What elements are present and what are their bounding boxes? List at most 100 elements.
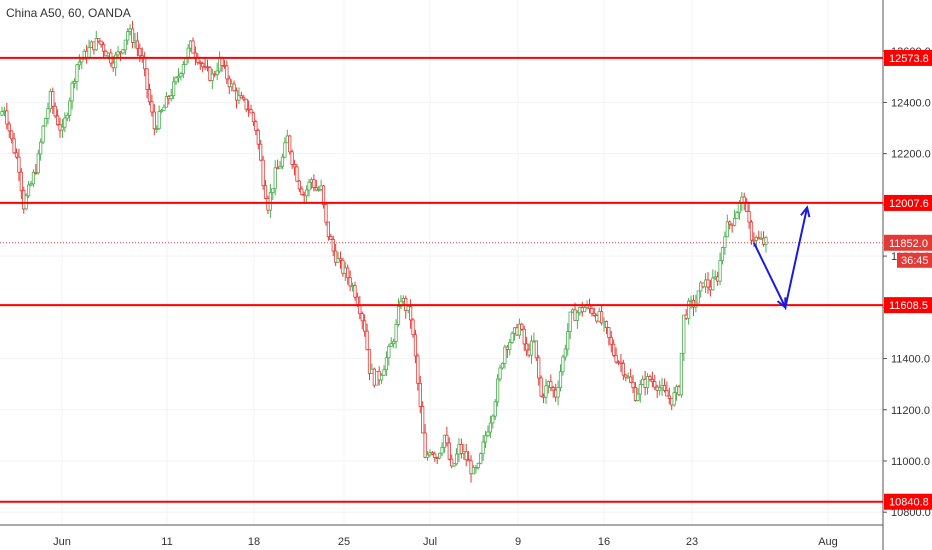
candle-body-down (263, 185, 268, 199)
candle-body-down (520, 323, 524, 330)
candle-body-down (413, 334, 418, 357)
candle-body-down (249, 109, 253, 114)
candle-body-down (256, 130, 260, 145)
candle-body-down (423, 432, 427, 458)
candle-body-down (205, 66, 210, 69)
candle-body-down (297, 180, 301, 190)
candle-body-down (430, 452, 434, 455)
candle-body-down (138, 47, 142, 57)
candle-body-down (259, 143, 263, 161)
level-label: 11608.5 (889, 300, 928, 312)
candle-body-up (305, 189, 309, 197)
candle-body-up (476, 462, 480, 468)
candle-body-up (672, 392, 676, 406)
candle-body-up (544, 385, 548, 398)
candle-body-down (609, 337, 613, 345)
y-tick-label: 11000.0 (891, 456, 930, 468)
candle-body-up (31, 171, 36, 185)
candle-body-down (607, 327, 611, 338)
candle-body-up (184, 58, 188, 66)
candle-body-up (645, 376, 650, 388)
candle-body-up (26, 184, 31, 197)
candle-body-up (687, 300, 691, 319)
chart-title: China A50, 60, OANDA (6, 6, 131, 20)
candle-body-up (121, 49, 125, 54)
candle-body-up (169, 95, 173, 100)
candle-body-down (612, 343, 616, 356)
candle-body-up (558, 371, 563, 388)
candle-body-down (334, 250, 338, 263)
level-label-box (884, 493, 932, 510)
projection-arrow (753, 207, 809, 311)
candle-body-up (0, 111, 4, 116)
y-tick-label: 12400.0 (891, 97, 931, 109)
x-tick-label: 9 (515, 536, 521, 548)
candle-body-up (389, 343, 393, 347)
candle-body-down (667, 395, 671, 399)
x-tick-label: 16 (598, 536, 610, 548)
candle-body-down (341, 259, 345, 274)
candle-body-down (232, 83, 236, 92)
candle-body-up (126, 31, 130, 41)
candle-body-up (278, 165, 282, 169)
candle-body-down (665, 390, 669, 397)
x-tick-label: 18 (248, 536, 260, 548)
candle-body-up (500, 362, 505, 369)
candle-body-up (575, 312, 580, 321)
candle-body-down (321, 185, 326, 205)
candle-body-up (379, 374, 384, 381)
candle-body-up (452, 463, 456, 467)
candle-body-down (225, 65, 229, 80)
candle-body-down (411, 319, 415, 336)
candle-body-up (508, 342, 512, 350)
candle-body-down (418, 382, 422, 407)
candle-body-down (14, 152, 19, 158)
candle-body-up (454, 453, 459, 465)
candle-body-down (261, 159, 265, 187)
candle-body-up (215, 70, 219, 75)
candle-body-down (653, 381, 657, 388)
candle-body-down (367, 349, 372, 374)
candle-body-up (764, 237, 768, 245)
candle-body-down (549, 381, 553, 388)
candle-body-down (12, 138, 16, 154)
candle-body-up (283, 142, 287, 158)
candle-body-down (17, 156, 21, 173)
candle-body-down (621, 363, 625, 376)
candle-body-up (568, 311, 572, 333)
current-price-label: 11852.0 (889, 238, 928, 250)
arrow-head-down (776, 297, 787, 310)
level-label-box (884, 194, 932, 211)
candle-body-up (483, 435, 488, 443)
candle-body-down (254, 121, 258, 131)
candle-body-up (268, 192, 272, 211)
candle-body-up (157, 111, 161, 130)
candle-body-up (510, 332, 514, 343)
candle-body-down (191, 40, 195, 54)
candle-body-down (251, 112, 256, 123)
candle-body-up (658, 387, 662, 391)
candle-body-down (728, 221, 732, 225)
candle-body-down (198, 61, 202, 64)
candle-body-up (181, 64, 185, 75)
candle-body-down (130, 28, 135, 43)
level-label: 12007.6 (889, 198, 929, 210)
candle-body-up (394, 324, 398, 342)
candle-body-down (242, 97, 246, 100)
candle-body-down (408, 306, 413, 321)
y-tick-label: 10800.0 (891, 507, 931, 519)
candle-body-down (459, 444, 463, 454)
current-price-label-box (884, 234, 932, 251)
candle-body-up (493, 401, 497, 417)
candle-body-up (29, 183, 33, 186)
candle-body-down (590, 308, 594, 314)
candle-body-up (46, 108, 50, 119)
candle-body-down (292, 164, 297, 168)
x-tick-label: Aug (818, 536, 838, 548)
candle-body-down (145, 68, 149, 90)
candle-body-up (271, 188, 275, 193)
candle-body-up (486, 431, 490, 437)
candle-body-down (295, 166, 299, 182)
candle-body-down (624, 374, 628, 378)
